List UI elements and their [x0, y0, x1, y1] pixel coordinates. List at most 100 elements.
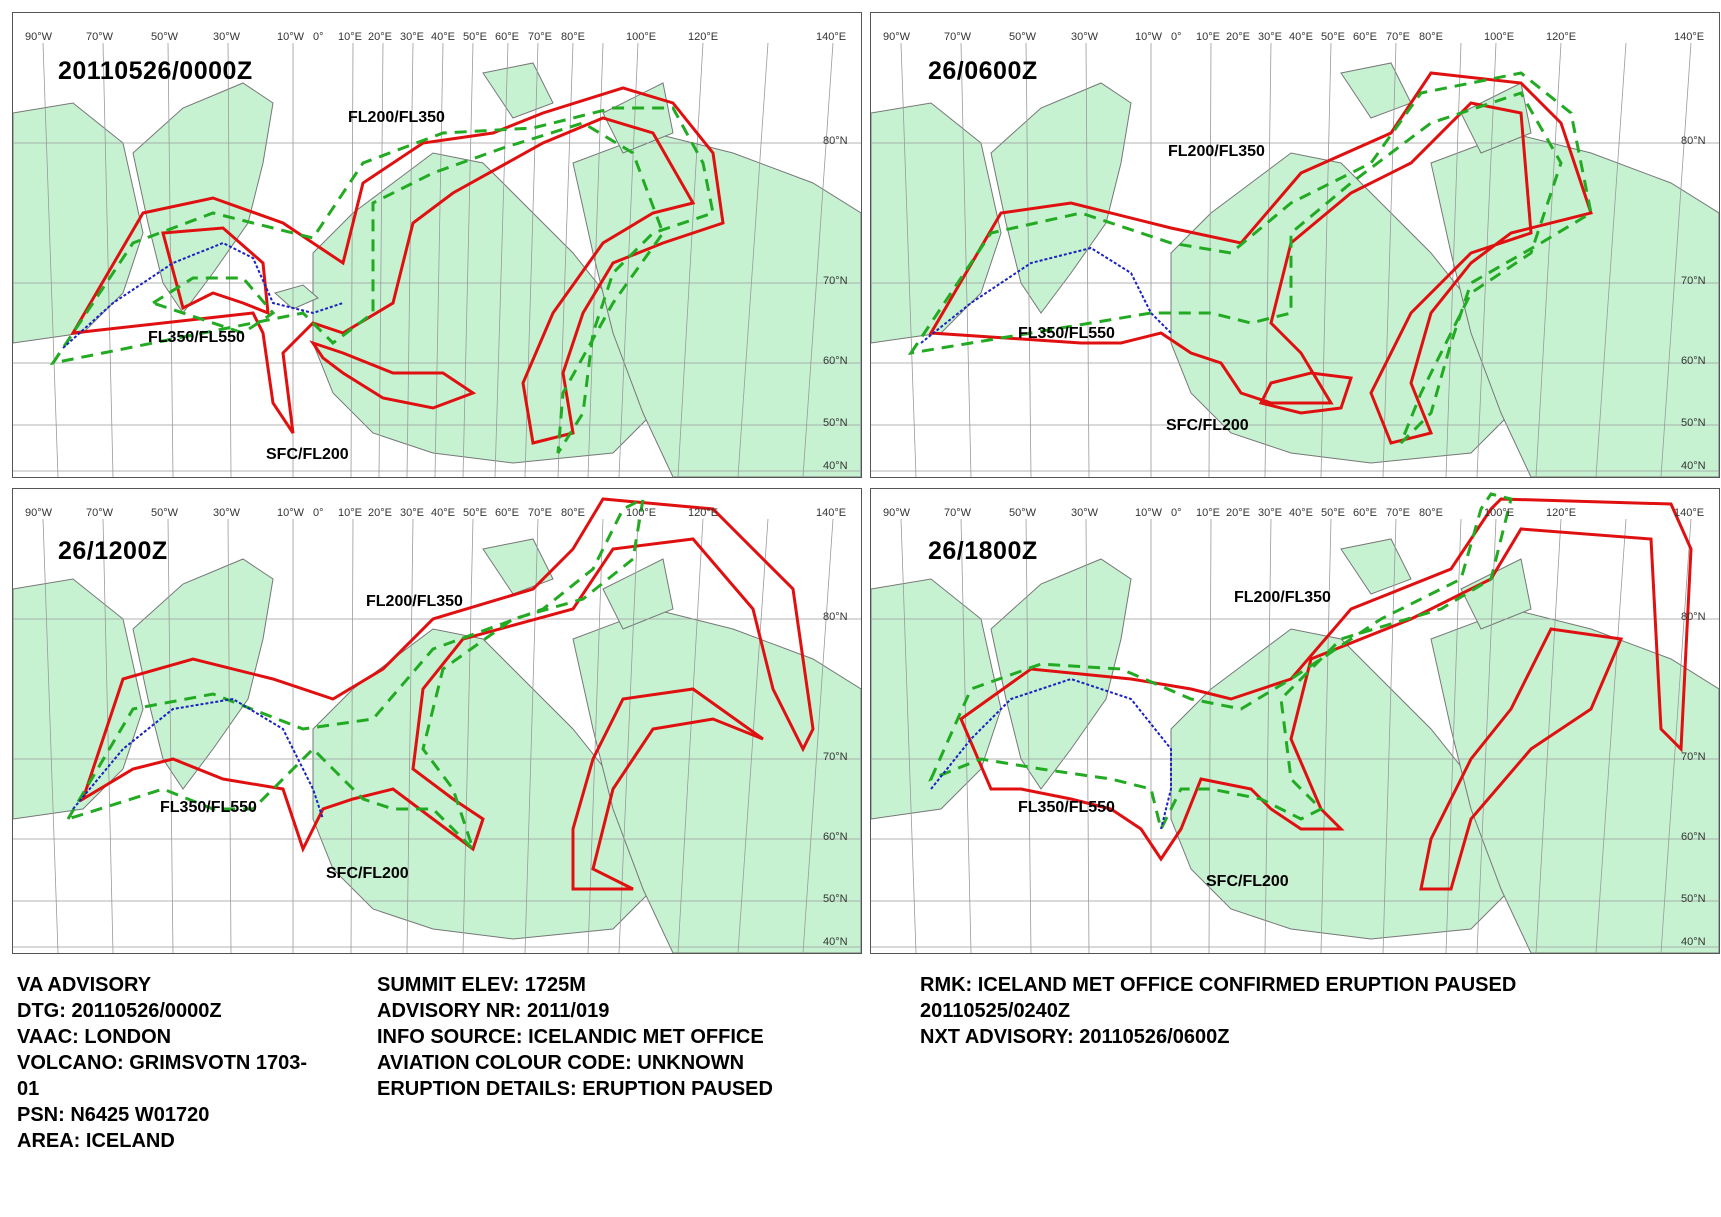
label-fl200-fl350: FL200/FL350 [348, 109, 445, 126]
label-sfc-fl200: SFC/FL200 [326, 865, 409, 882]
lat-tick-60n: 60°N [823, 355, 848, 367]
lon-tick-70w: 70°W [944, 507, 972, 519]
ash-polygons [49, 86, 725, 454]
ash-polygon-fl200-fl350-outer [928, 71, 1593, 445]
lon-tick-70w: 70°W [86, 507, 114, 519]
jet-stream-line [62, 241, 344, 349]
lat-tick-70n: 70°N [1681, 275, 1706, 287]
lon-tick-50w: 50°W [1009, 31, 1037, 43]
lat-tick-60n: 60°N [1681, 831, 1706, 843]
greenland-land [132, 558, 274, 790]
lon-tick-120e: 120°E [1546, 31, 1577, 43]
vaac-label: VAAC: [17, 1026, 79, 1048]
nxt-label: NXT ADVISORY: [920, 1026, 1074, 1048]
lon-tick-10e: 10°E [1196, 507, 1220, 519]
lat-tick-70n: 70°N [823, 275, 848, 287]
label-fl200-fl350: FL200/FL350 [1168, 143, 1265, 160]
ash-polygon-fl350-fl550-outer [49, 106, 715, 454]
lat-tick-80n: 80°N [823, 611, 848, 623]
map-canvas-2 [871, 42, 1719, 477]
lon-tick-80e: 80°E [561, 507, 585, 519]
lat-tick-70n: 70°N [823, 751, 848, 763]
lon-tick-70e: 70°E [1386, 31, 1410, 43]
lat-tick-80n: 80°N [1681, 135, 1706, 147]
eruption-line: ERUPTION DETAILS: ERUPTION PAUSED [377, 1076, 773, 1102]
lat-tick-70n: 70°N [1681, 751, 1706, 763]
dtg-label: DTG: [17, 1000, 66, 1022]
advnr-label: ADVISORY NR: [377, 1000, 522, 1022]
lon-tick-50w: 50°W [1009, 507, 1037, 519]
psn-value: N6425 W01720 [70, 1104, 210, 1126]
lon-tick-100e: 100°E [1484, 31, 1515, 43]
lon-tick-90w: 90°W [883, 31, 911, 43]
label-fl350-fl550: FL350/FL550 [1018, 799, 1115, 816]
lon-tick-40e: 40°E [1289, 507, 1313, 519]
lon-tick-20e: 20°E [1226, 507, 1250, 519]
canada-land [13, 578, 144, 820]
label-fl350-fl550: FL350/FL550 [148, 329, 245, 346]
lon-tick-20e: 20°E [1226, 31, 1250, 43]
lon-tick-120e: 120°E [688, 507, 719, 519]
jet-stream-line [72, 697, 324, 820]
lon-tick-50e: 50°E [463, 507, 487, 519]
label-fl350-fl550: FL350/FL550 [1018, 325, 1115, 342]
advisory-type: VA ADVISORY [17, 974, 152, 996]
lon-tick-10w: 10°W [277, 31, 305, 43]
lon-tick-90w: 90°W [883, 507, 911, 519]
area-value: ICELAND [85, 1130, 175, 1152]
volcano-value: GRIMSVOTN 1703- [129, 1052, 308, 1074]
jet-stream-line [920, 246, 1172, 344]
lon-tick-70e: 70°E [1386, 507, 1410, 519]
ash-polygon-fl350-fl550-outer [907, 71, 1593, 445]
lon-tick-60e: 60°E [495, 507, 519, 519]
lat-tick-40n: 40°N [1681, 460, 1706, 472]
greenland-land [132, 82, 274, 314]
colour-value: UNKNOWN [637, 1052, 745, 1074]
lat-tick-60n: 60°N [1681, 355, 1706, 367]
lon-tick-40e: 40°E [431, 31, 455, 43]
lon-tick-50e: 50°E [1321, 507, 1345, 519]
info-value: ICELANDIC MET OFFICE [528, 1026, 764, 1048]
map-canvas-4 [871, 492, 1719, 953]
jet-stream-line [930, 677, 1172, 830]
label-sfc-fl200: SFC/FL200 [1166, 417, 1249, 434]
nxt-value: 20110526/0600Z [1079, 1026, 1230, 1048]
lon-tick-70e: 70°E [528, 31, 552, 43]
vaac-value: LONDON [84, 1026, 172, 1048]
advisory-column-left: VA ADVISORY DTG: 20110526/0000Z VAAC: LO… [17, 972, 307, 1154]
graticule [13, 42, 861, 477]
vaac-line: VAAC: LONDON [17, 1024, 307, 1050]
lon-tick-140e: 140°E [1674, 31, 1705, 43]
lon-tick-30e: 30°E [400, 31, 424, 43]
rmk-label: RMK: [920, 974, 973, 996]
lon-tick-0: 0° [1171, 507, 1182, 519]
lon-tick-0: 0° [313, 31, 324, 43]
lon-tick-20e: 20°E [368, 507, 392, 519]
lon-tick-0: 0° [313, 507, 324, 519]
lon-tick-30e: 30°E [1258, 507, 1282, 519]
lon-tick-140e: 140°E [816, 507, 847, 519]
lon-tick-50e: 50°E [1321, 31, 1345, 43]
lon-tick-10e: 10°E [338, 507, 362, 519]
rmk-continuation: 20110525/0240Z [920, 1000, 1071, 1022]
lon-tick-10e: 10°E [1196, 31, 1220, 43]
panel-timestamp: 26/0600Z [928, 57, 1038, 85]
lat-tick-80n: 80°N [1681, 611, 1706, 623]
dtg-line: DTG: 20110526/0000Z [17, 998, 307, 1024]
canada-land [13, 102, 144, 344]
lon-tick-10w: 10°W [1135, 31, 1163, 43]
asia-land [1430, 608, 1719, 953]
map-panel-4: 90°W 70°W 50°W 30°W 10°W 0° 10°E 20°E 30… [870, 488, 1720, 954]
ash-polygon-fl200-fl350-outer [80, 497, 815, 853]
lat-tick-40n: 40°N [823, 936, 848, 948]
panel-timestamp: 26/1200Z [58, 537, 168, 565]
lon-tick-80e: 80°E [1419, 507, 1443, 519]
lon-tick-100e: 100°E [1484, 507, 1515, 519]
ash-polygon-fl200-fl350-outer [70, 86, 725, 445]
ash-polygon-fl350-fl550-outer [64, 496, 645, 851]
lat-tick-50n: 50°N [1681, 417, 1706, 429]
map-panel-2: 90°W 70°W 50°W 30°W 10°W 0° 10°E 20°E 30… [870, 12, 1720, 478]
eruption-label: ERUPTION DETAILS: [377, 1078, 577, 1100]
colour-line: AVIATION COLOUR CODE: UNKNOWN [377, 1050, 773, 1076]
panel-timestamp: 26/1800Z [928, 537, 1038, 565]
